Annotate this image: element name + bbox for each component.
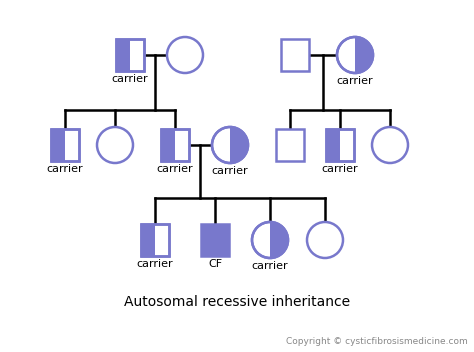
Bar [161,129,189,161]
Circle shape [337,37,373,73]
Wedge shape [230,127,248,163]
Bar [161,129,189,161]
Bar [51,129,65,161]
Circle shape [252,222,288,258]
Text: carrier: carrier [46,164,83,174]
Bar [161,129,175,161]
Bar [116,39,144,71]
Circle shape [167,37,203,73]
Text: carrier: carrier [157,164,193,174]
Bar [51,129,79,161]
Text: carrier: carrier [112,74,148,84]
Text: Copyright © cysticfibrosismedicine.com: Copyright © cysticfibrosismedicine.com [286,337,468,346]
Circle shape [97,127,133,163]
Wedge shape [355,37,373,73]
Text: carrier: carrier [137,259,173,269]
Circle shape [307,222,343,258]
Text: carrier: carrier [322,164,358,174]
Text: carrier: carrier [337,76,374,86]
Text: Autosomal recessive inheritance: Autosomal recessive inheritance [124,295,350,309]
Circle shape [372,127,408,163]
Bar [326,129,354,161]
Bar [141,224,169,256]
Bar [116,39,144,71]
Bar [116,39,130,71]
Bar [326,129,354,161]
Bar [281,39,309,71]
Text: CF: CF [208,259,222,269]
Bar [276,129,304,161]
Bar [141,224,169,256]
Wedge shape [270,222,288,258]
Bar [51,129,79,161]
Text: carrier: carrier [252,261,288,271]
Circle shape [212,127,248,163]
Bar [141,224,155,256]
Text: carrier: carrier [212,166,248,176]
Bar [201,224,229,256]
Bar [326,129,340,161]
